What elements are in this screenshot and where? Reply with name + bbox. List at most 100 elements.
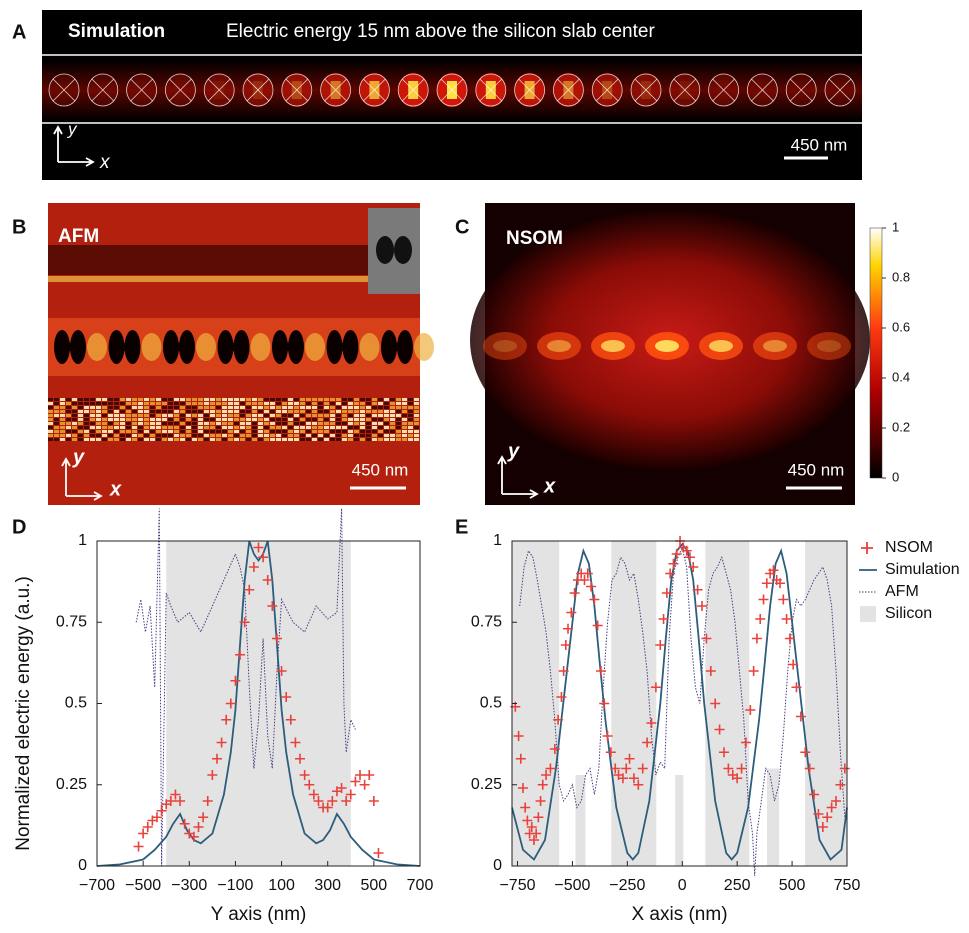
afm-noise: [366, 402, 371, 405]
nsom-point: [621, 763, 632, 774]
afm-noise: [120, 406, 125, 409]
afm-noise: [336, 438, 341, 441]
afm-noise: [60, 422, 65, 425]
afm-noise: [204, 426, 209, 429]
y-tick-label: 1: [493, 532, 502, 549]
nsom-point: [592, 620, 603, 631]
afm-noise: [84, 398, 89, 401]
afm-noise: [240, 406, 245, 409]
nsom-point: [800, 747, 811, 758]
afm-noise: [66, 438, 71, 441]
nsom-core: [493, 340, 517, 352]
afm-noise: [282, 406, 287, 409]
nsom-point: [276, 666, 287, 676]
afm-noise: [240, 410, 245, 413]
afm-noise: [288, 406, 293, 409]
afm-noise: [180, 426, 185, 429]
afm-noise: [192, 438, 197, 441]
afm-noise: [132, 406, 137, 409]
afm-noise: [306, 422, 311, 425]
afm-noise: [264, 434, 269, 437]
colorbar-label: 0.2: [892, 419, 910, 434]
afm-noise: [264, 402, 269, 405]
nsom-point: [271, 633, 282, 644]
y-tick-label: 0: [78, 857, 87, 874]
afm-noise: [330, 430, 335, 433]
afm-noise: [336, 410, 341, 413]
afm-noise: [336, 426, 341, 429]
nsom-row: [483, 332, 851, 360]
afm-bridge: [280, 343, 296, 351]
afm-noise: [246, 426, 251, 429]
afm-noise: [108, 398, 113, 401]
axis-label: y: [507, 440, 520, 462]
mode-row: [48, 73, 856, 107]
hole-outline: [436, 73, 468, 107]
afm-noise: [258, 438, 263, 441]
afm-noise: [216, 422, 221, 425]
afm-noise: [258, 426, 263, 429]
afm-noise: [378, 418, 383, 421]
afm-noise: [48, 438, 53, 441]
afm-noise: [354, 430, 359, 433]
afm-noise: [294, 406, 299, 409]
silicon-region: [805, 541, 847, 866]
afm-noise: [90, 402, 95, 405]
y-tick-label: 0.5: [480, 695, 502, 712]
afm-noise: [138, 402, 143, 405]
afm-noise: [300, 434, 305, 437]
afm-noise: [354, 418, 359, 421]
afm-noise: [396, 418, 401, 421]
afm-noise: [222, 418, 227, 421]
afm-noise: [66, 398, 71, 401]
afm-noise: [306, 418, 311, 421]
afm-noise: [240, 422, 245, 425]
nsom-point: [373, 848, 384, 858]
afm-noise: [336, 434, 341, 437]
afm-noise: [360, 418, 365, 421]
afm-noise: [264, 410, 269, 413]
afm-noise: [96, 398, 101, 401]
legend-label: Silicon: [885, 605, 932, 622]
nsom-point: [558, 666, 569, 676]
nsom-point: [684, 552, 695, 563]
afm-noise: [204, 430, 209, 433]
afm-noise: [378, 434, 383, 437]
afm-noise: [342, 434, 347, 437]
afm-noise: [354, 422, 359, 425]
afm-noise: [138, 430, 143, 433]
afm-noise: [54, 414, 59, 417]
nsom-point: [313, 796, 324, 806]
afm-noise: [228, 414, 233, 417]
afm-noise: [240, 426, 245, 429]
x-axis-label: Y axis (nm): [211, 904, 307, 925]
nsom-point: [322, 802, 333, 813]
afm-noise: [144, 410, 149, 413]
afm-noise: [336, 406, 341, 409]
afm-noise: [396, 434, 401, 437]
afm-noise: [282, 402, 287, 405]
hole-cross: [828, 78, 852, 102]
afm-noise: [144, 402, 149, 405]
nsom-point: [230, 675, 241, 686]
nsom-point: [628, 773, 639, 784]
afm-noise: [408, 418, 413, 421]
afm-noise: [312, 430, 317, 433]
afm-noise: [204, 438, 209, 441]
nsom-point: [295, 753, 306, 764]
afm-noise: [276, 398, 281, 401]
y-tick-label: 0.75: [471, 613, 502, 630]
afm-noise: [318, 430, 323, 433]
nsom-core: [547, 340, 571, 352]
afm-noise: [66, 422, 71, 425]
afm-bright: [305, 333, 325, 361]
afm-noise: [108, 422, 113, 425]
silicon-region: [767, 768, 780, 866]
afm-noise: [408, 438, 413, 441]
nsom-point: [156, 805, 167, 816]
nsom-point: [671, 549, 682, 559]
hole-cross: [712, 78, 735, 102]
afm-noise: [72, 422, 77, 425]
nsom-point: [170, 789, 181, 800]
afm-noise: [270, 422, 275, 425]
